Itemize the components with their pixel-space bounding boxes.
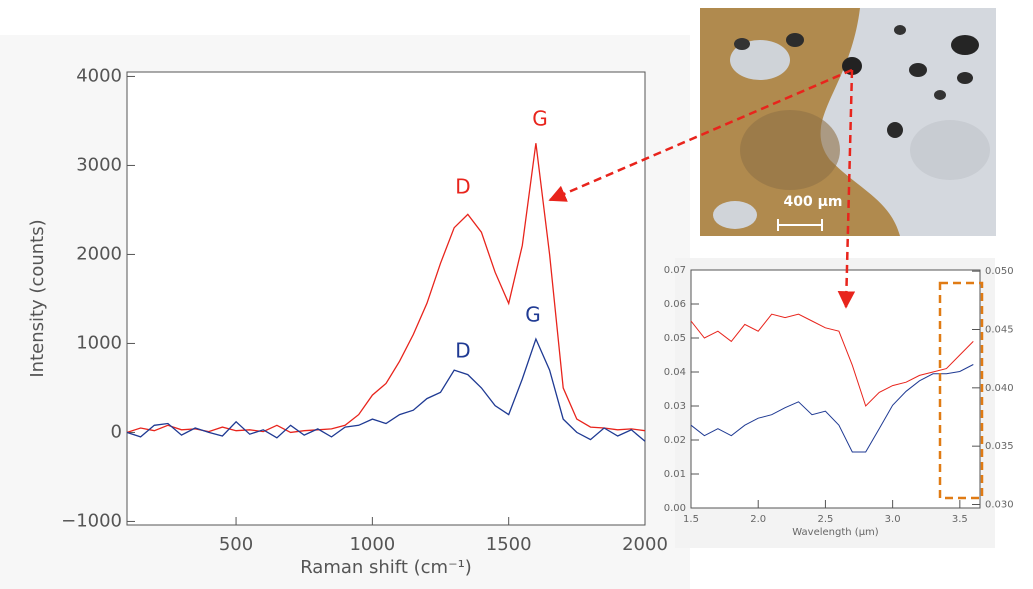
y-tick-label: 3000 — [76, 154, 122, 175]
arrow — [837, 69, 856, 309]
y-tick-label: 0.04 — [664, 367, 686, 378]
y-tick-label: −1000 — [61, 510, 122, 531]
highlight-box — [938, 281, 984, 500]
x-tick-label: 3.0 — [885, 514, 901, 525]
y-tick-label: 0.06 — [664, 299, 686, 310]
y2-tick-label: 0.030 — [985, 500, 1014, 511]
y-tick-label: 1000 — [76, 332, 122, 353]
y-tick-label: 0.00 — [664, 503, 686, 514]
series-line — [690, 313, 974, 407]
y-tick-label: 0.01 — [664, 469, 686, 480]
y-tick-label: 0.07 — [664, 265, 686, 276]
x-tick-label: 1500 — [486, 534, 532, 555]
plot-frame — [690, 269, 981, 509]
peak-label: D — [455, 339, 470, 363]
peak-label: G — [525, 303, 541, 327]
x-tick-label: 1.5 — [683, 514, 699, 525]
y-tick-label: 0.05 — [664, 333, 686, 344]
scale-label: 400 µm — [784, 194, 843, 210]
y2-tick-label: 0.035 — [985, 441, 1014, 452]
peak-label: G — [532, 107, 548, 131]
x-tick-label: 2.5 — [817, 514, 833, 525]
series-line — [126, 143, 646, 434]
x-tick-label: 3.5 — [952, 514, 968, 525]
series-line — [690, 364, 974, 453]
x-tick-label: 2.0 — [750, 514, 766, 525]
peak-label: D — [455, 175, 470, 199]
x-axis-label: Wavelength (μm) — [792, 527, 879, 538]
arrow — [548, 68, 853, 202]
x-axis-label: Raman shift (cm⁻¹) — [300, 557, 472, 578]
series-line — [126, 337, 646, 442]
y-tick-label: 0 — [111, 421, 122, 442]
x-tick-label: 500 — [219, 534, 253, 555]
y-axis-label: Intensity (counts) — [27, 219, 48, 377]
y-tick-label: 0.03 — [664, 401, 686, 412]
y2-tick-label: 0.045 — [985, 325, 1014, 336]
micrograph — [700, 8, 996, 236]
x-tick-label: 1000 — [349, 534, 395, 555]
y-tick-label: 4000 — [76, 65, 122, 86]
y-tick-label: 2000 — [76, 243, 122, 264]
plot-frame — [126, 71, 646, 526]
y-tick-label: 0.02 — [664, 435, 686, 446]
x-tick-label: 2000 — [622, 534, 668, 555]
y2-tick-label: 0.040 — [985, 383, 1014, 394]
y2-tick-label: 0.050 — [985, 266, 1014, 277]
